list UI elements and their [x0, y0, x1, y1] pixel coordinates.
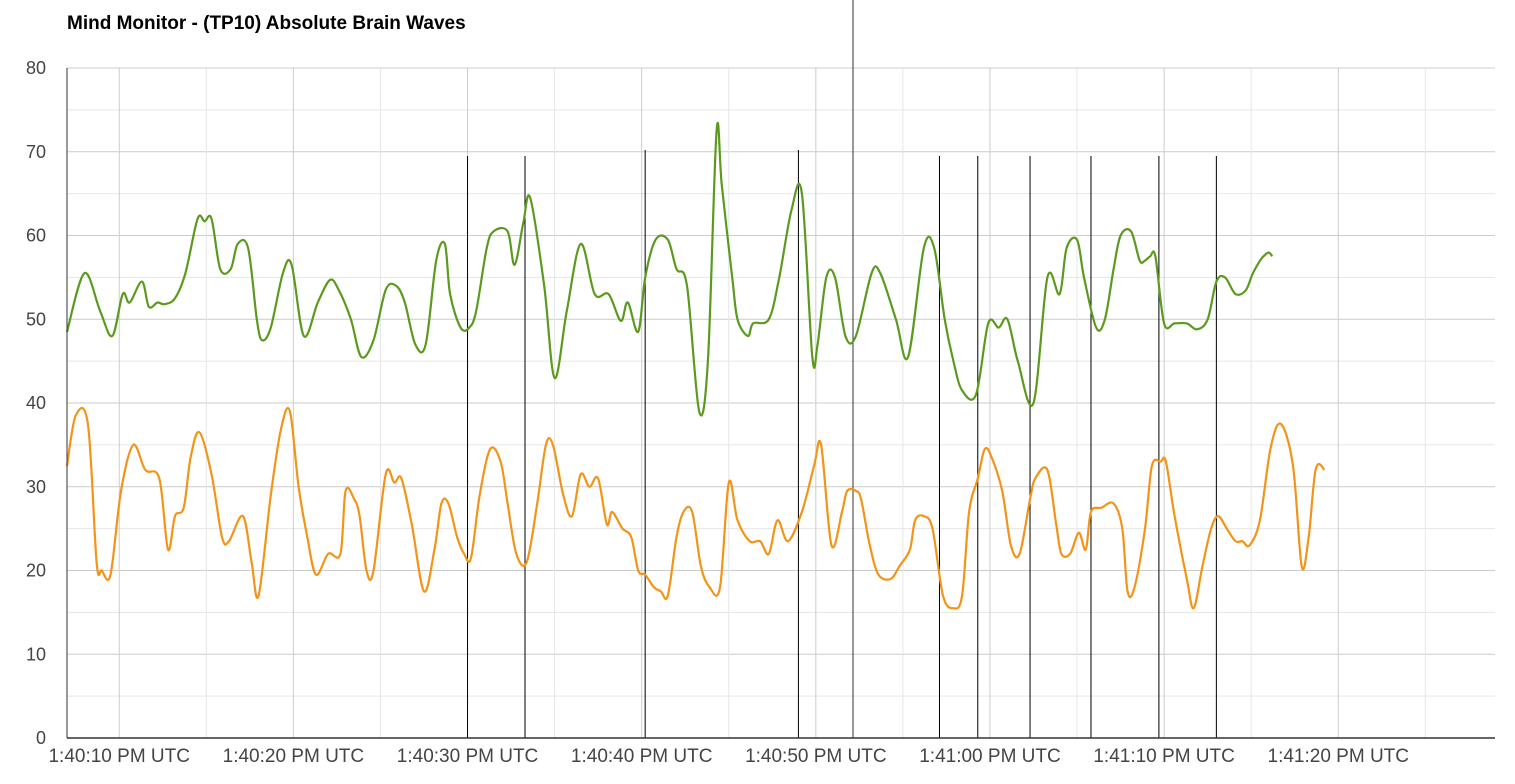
series-line-green: [65, 121, 1274, 417]
y-tick-label: 30: [26, 477, 46, 497]
grid-lines: [67, 67, 1495, 738]
x-tick-label: 1:41:20 PM UTC: [1268, 746, 1410, 767]
axes: [66, 68, 1495, 739]
event-markers: [467, 0, 1217, 738]
x-tick-label: 1:41:00 PM UTC: [919, 746, 1061, 767]
x-tick-label: 1:40:30 PM UTC: [397, 746, 539, 767]
y-tick-label: 0: [36, 728, 46, 748]
x-tick-label: 1:40:10 PM UTC: [48, 746, 190, 767]
y-tick-label: 20: [26, 561, 46, 581]
y-tick-label: 70: [26, 142, 46, 162]
tick-labels: 0 10 20 30 40 50 60 70 80 1:40:10 PM UTC 1:40:20 P…: [26, 58, 1409, 767]
x-tick-label: 1:40:20 PM UTC: [223, 746, 365, 767]
y-tick-label: 60: [26, 226, 46, 246]
x-tick-label: 1:40:50 PM UTC: [745, 746, 887, 767]
x-tick-label: 1:41:10 PM UTC: [1093, 746, 1235, 767]
y-tick-label: 40: [26, 393, 46, 413]
y-tick-label: 10: [26, 644, 46, 664]
series-line-orange: [65, 406, 1326, 610]
y-tick-label: 80: [26, 58, 46, 78]
chart-title: Mind Monitor - (TP10) Absolute Brain Wav…: [67, 13, 466, 34]
y-tick-label: 50: [26, 309, 46, 329]
data-series: [65, 121, 1326, 610]
x-tick-label: 1:40:40 PM UTC: [571, 746, 713, 767]
